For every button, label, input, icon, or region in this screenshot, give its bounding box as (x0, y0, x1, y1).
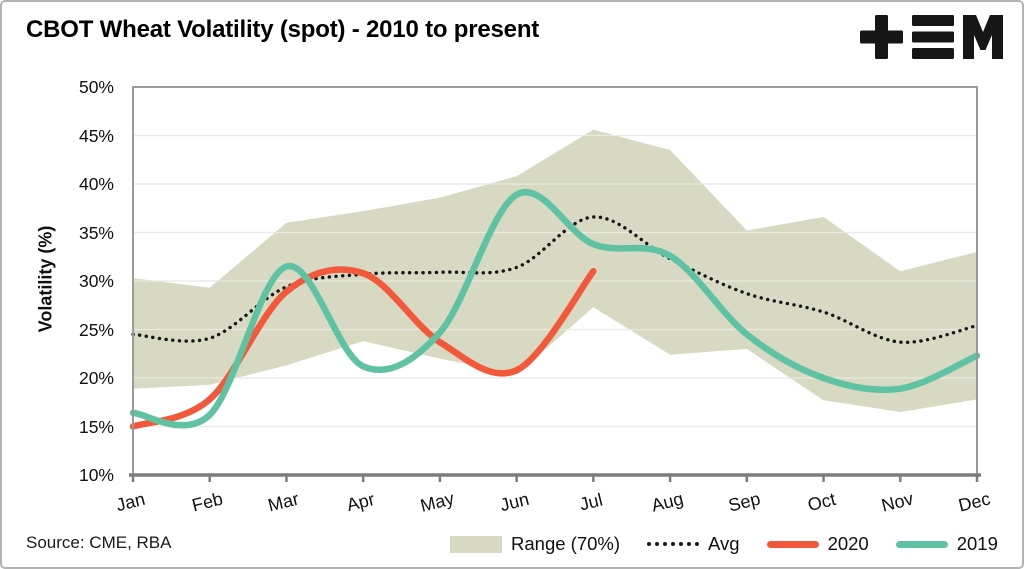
tem-logo (860, 10, 1006, 64)
series-line-2019 (129, 189, 981, 429)
source-note: Source: CME, RBA (26, 533, 172, 552)
line-2019-icon (895, 540, 948, 548)
legend-label-2020: 2020 (827, 533, 869, 554)
legend-label-range: Range (70%) (511, 533, 621, 554)
legend-item-avg: Avg (647, 533, 740, 555)
series-line-2020 (129, 266, 597, 430)
avg-dotted-line-icon (647, 542, 700, 546)
y-tick-label: 45% (78, 125, 114, 146)
y-tick-label: 25% (78, 319, 114, 340)
bars-icon (912, 15, 954, 59)
legend: Range (70%) Avg 2020 2019 (450, 529, 998, 559)
y-tick-label: 20% (78, 368, 114, 388)
legend-item-range: Range (70%) (450, 533, 620, 555)
legend-label-avg: Avg (708, 533, 740, 554)
range-band (133, 129, 977, 412)
y-tick-label: 35% (78, 222, 114, 243)
line-2020-icon (766, 540, 819, 548)
legend-item-2019: 2019 (895, 533, 998, 555)
y-tick-label: 10% (78, 465, 114, 485)
legend-label-2019: 2019 (956, 533, 998, 554)
y-tick-label: 30% (78, 271, 114, 291)
legend-item-2020: 2020 (766, 533, 869, 555)
page-title: CBOT Wheat Volatility (spot) - 2010 to p… (26, 16, 540, 43)
y-tick-label: 15% (78, 416, 114, 437)
range-swatch-icon (450, 535, 502, 553)
y-tick-label: 50% (78, 77, 114, 97)
plus-icon (860, 15, 903, 59)
m-icon (963, 15, 1003, 59)
y-tick-label: 40% (78, 174, 114, 194)
